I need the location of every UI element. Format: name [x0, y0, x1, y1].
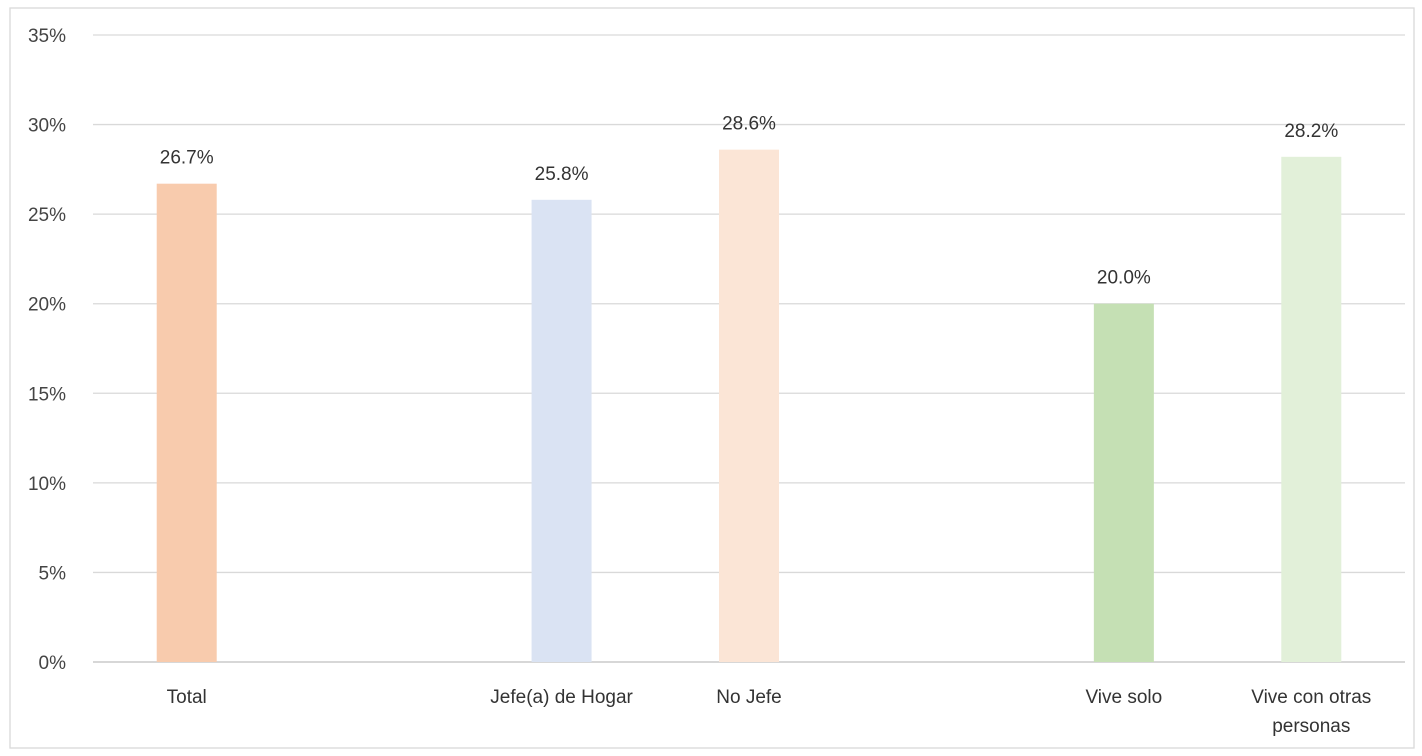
y-axis-tick-labels: 0% 5% 10% 15% 20% 25% 30% 35% [28, 26, 66, 674]
category-label: Total [167, 687, 207, 708]
data-label: 20.0% [1097, 268, 1151, 289]
category-label: Vive con otras [1251, 687, 1371, 708]
bar [1093, 303, 1154, 662]
bar [1281, 156, 1342, 662]
category-label: personas [1272, 716, 1350, 737]
y-tick-label: 0% [39, 653, 67, 674]
category-label: Vive solo [1085, 687, 1162, 708]
data-label: 26.7% [160, 148, 214, 169]
category-label: No Jefe [716, 687, 781, 708]
x-axis-category-labels: Total Jefe(a) de Hogar No Jefe Vive solo Viv… [167, 687, 1372, 737]
category-label: Jefe(a) de Hogar [490, 687, 633, 708]
y-tick-label: 5% [39, 563, 67, 584]
bar [156, 183, 217, 662]
chart-border [9, 7, 1415, 749]
y-tick-label: 10% [28, 474, 66, 495]
bar [719, 149, 779, 662]
bars [156, 149, 1342, 662]
bar [531, 199, 592, 662]
y-tick-label: 20% [28, 295, 66, 316]
data-label: 25.8% [535, 164, 589, 185]
data-label: 28.6% [722, 114, 776, 135]
y-tick-label: 15% [28, 384, 66, 405]
y-tick-label: 25% [28, 205, 66, 226]
data-label: 28.2% [1284, 121, 1338, 142]
y-tick-label: 35% [28, 26, 66, 47]
data-labels: 26.7% 25.8% 28.6% 20.0% 28.2% [160, 114, 1339, 289]
y-tick-label: 30% [28, 116, 66, 137]
